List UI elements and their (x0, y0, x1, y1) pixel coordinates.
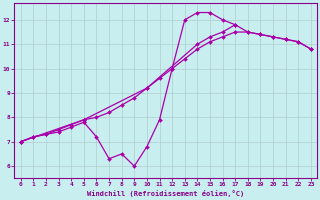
X-axis label: Windchill (Refroidissement éolien,°C): Windchill (Refroidissement éolien,°C) (87, 190, 244, 197)
